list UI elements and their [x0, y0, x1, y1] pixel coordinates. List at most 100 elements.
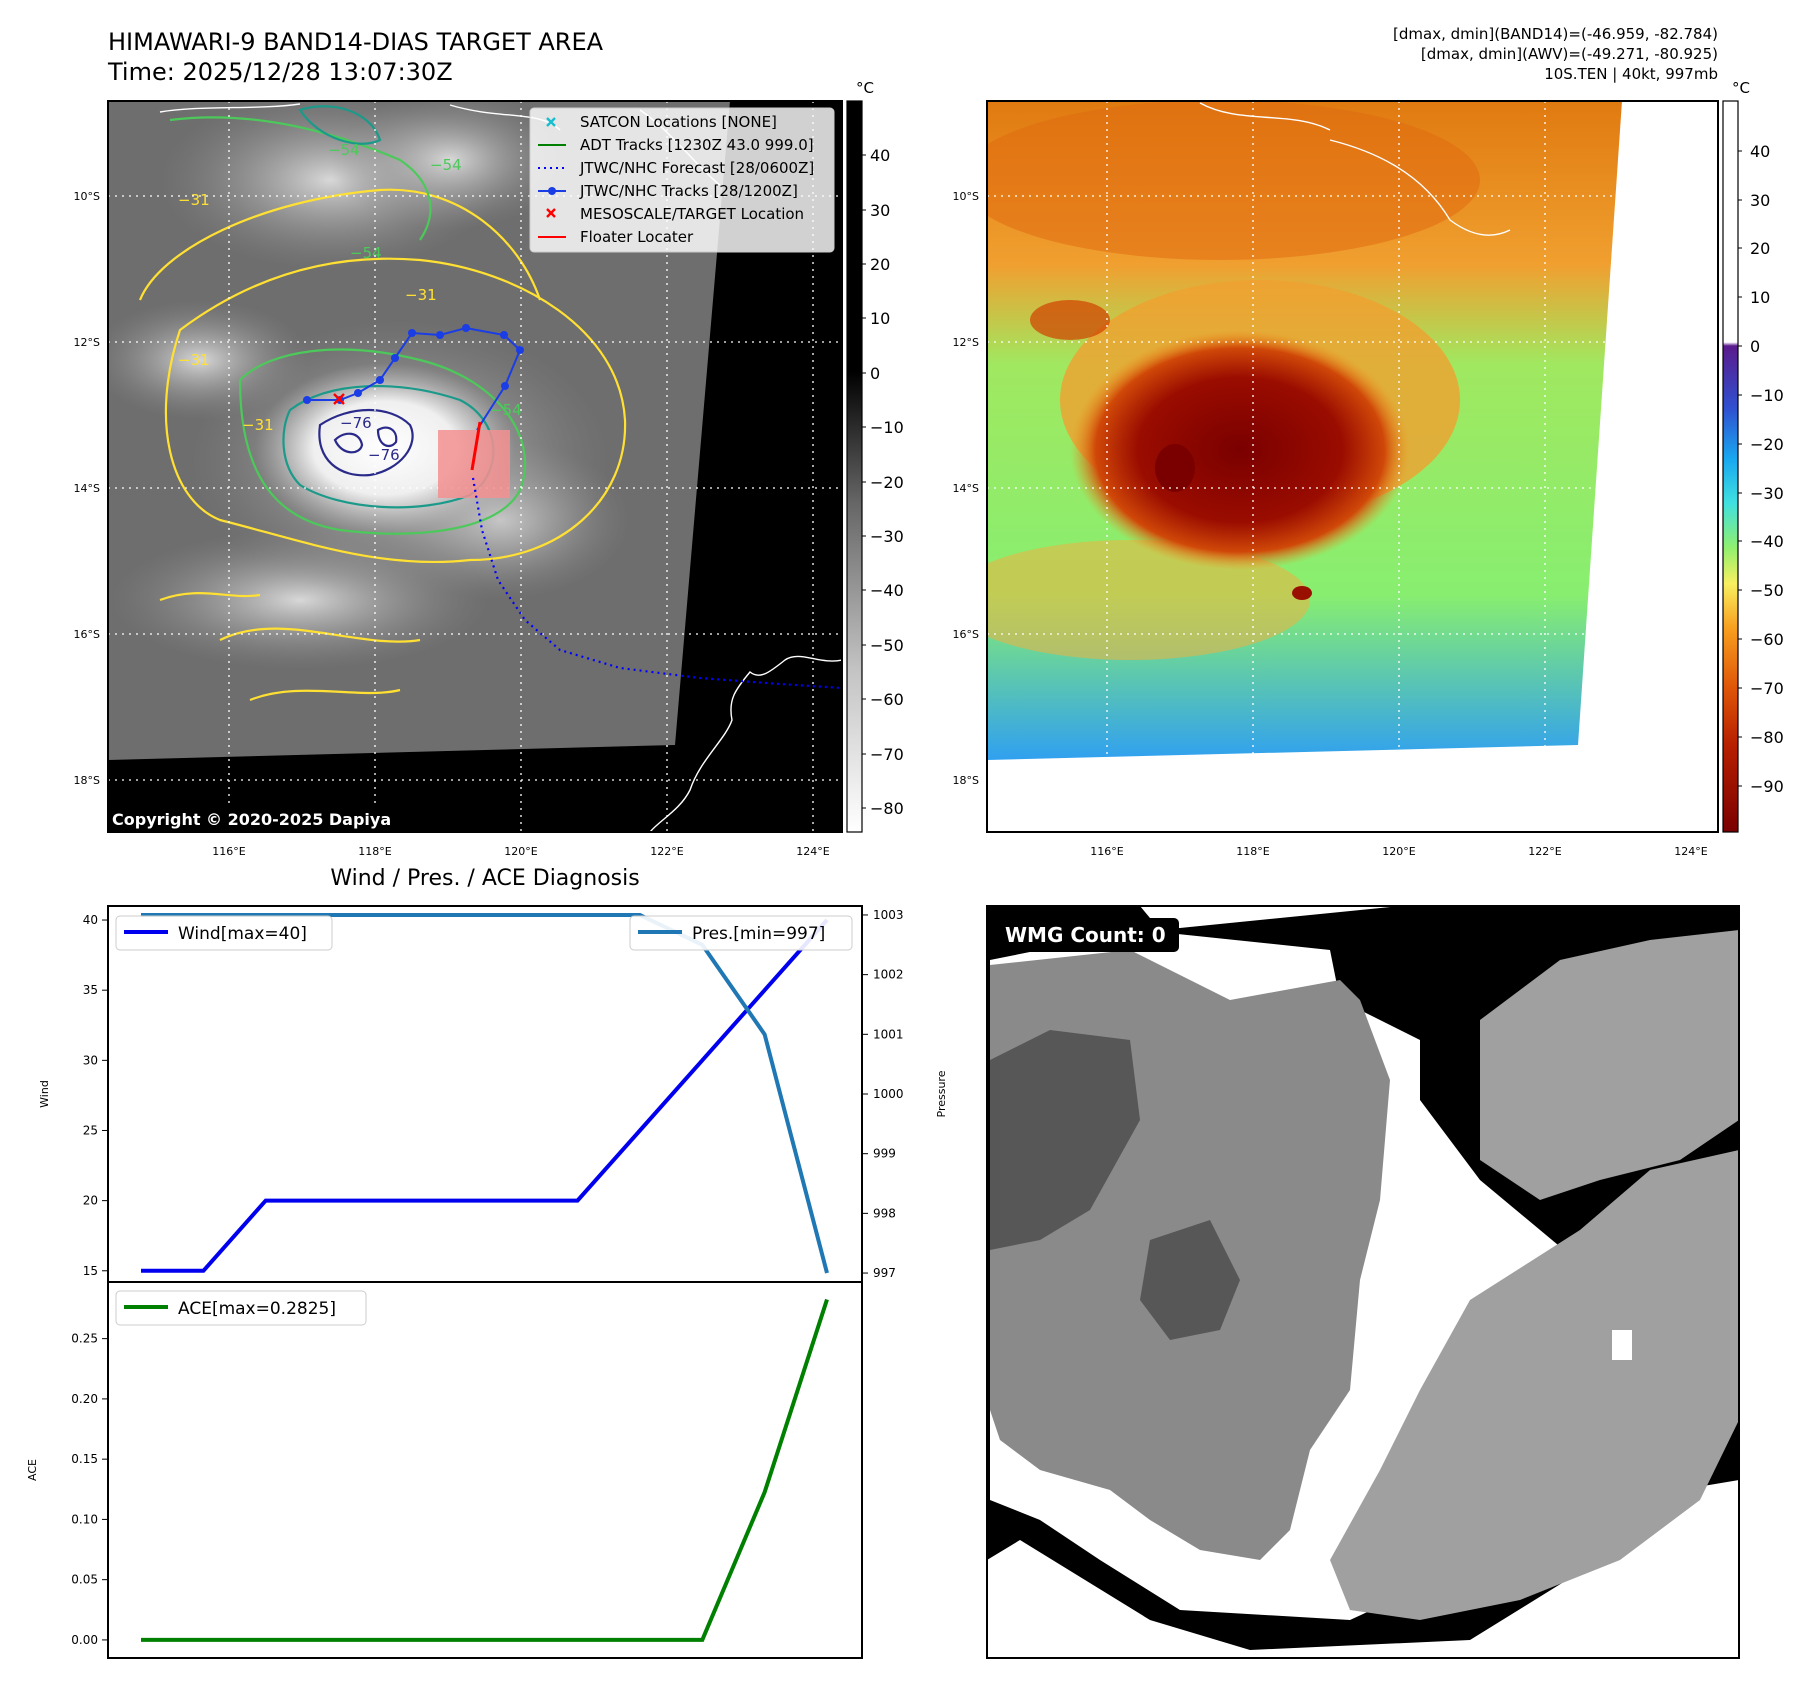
svg-text:0: 0 [1750, 337, 1760, 356]
svg-text:−31: −31 [178, 351, 210, 369]
svg-text:−40: −40 [870, 581, 904, 600]
wind-tick-label: 15 [83, 1264, 98, 1278]
svg-text:40: 40 [1750, 142, 1770, 161]
svg-text:10: 10 [1750, 288, 1770, 307]
svg-text:−30: −30 [870, 527, 904, 546]
svg-text:16°S: 16°S [953, 628, 979, 641]
awv-map-panel: 10°S 12°S 14°S 16°S 18°S 116°E 118°E 120… [953, 79, 1784, 858]
contour-yellow-north [138, 188, 542, 301]
pressure-tick-label: 1002 [873, 968, 904, 982]
ir-colorbar [846, 100, 863, 833]
pressure-tick-label: 1001 [873, 1027, 904, 1041]
svg-text:−50: −50 [870, 636, 904, 655]
awv-coastline [1199, 102, 1511, 236]
ace-tick-label: 0.20 [71, 1392, 98, 1406]
contour-green [238, 348, 527, 535]
ir-map-panel: −54 −54 −31 −31 −54 −31 −54 −76 −76 −31 [74, 79, 904, 858]
svg-text:−50: −50 [1750, 581, 1784, 600]
svg-text:−54: −54 [490, 401, 522, 419]
legend-target: MESOSCALE/TARGET Location [580, 205, 804, 223]
svg-text:40: 40 [870, 146, 890, 165]
wmg-light-gray-region [1330, 1150, 1739, 1620]
svg-text:18°S: 18°S [953, 774, 979, 787]
legend-tracks: JTWC/NHC Tracks [28/1200Z] [579, 182, 798, 200]
svg-text:−31: −31 [178, 191, 210, 209]
svg-text:−60: −60 [1750, 630, 1784, 649]
wmg-badge-background [993, 918, 1179, 952]
svg-text:−54: −54 [430, 156, 462, 174]
ir-colorbar-ticks: 40 30 20 10 0 −10 −20 −30 −40 −50 −60 −7… [862, 146, 904, 818]
pressure-tick-label: 998 [873, 1206, 896, 1220]
svg-text:10°S: 10°S [953, 190, 979, 203]
ace-axis-label: ACE [26, 1459, 39, 1481]
svg-text:14°S: 14°S [74, 482, 100, 495]
contour-lines [138, 105, 627, 702]
awv-colorbar-unit: °C [1732, 79, 1750, 97]
pressure-legend-label: Pres.[min=997] [692, 924, 825, 944]
awv-lat-labels: 10°S 12°S 14°S 16°S 18°S [953, 190, 979, 787]
svg-text:−20: −20 [1750, 435, 1784, 454]
pressure-tick-label: 1000 [873, 1087, 904, 1101]
contour-navy-inner [333, 426, 398, 454]
figure-title: HIMAWARI-9 BAND14-DIAS TARGET AREA [108, 28, 604, 56]
svg-text:−90: −90 [1750, 777, 1784, 796]
ace-frame [107, 1281, 863, 1659]
coastline-australia [649, 655, 842, 832]
wmg-count-badge: WMG Count: 0 [1005, 923, 1166, 947]
svg-text:−40: −40 [1750, 532, 1784, 551]
legend-box [529, 107, 835, 253]
wmg-white-spot [1612, 1330, 1632, 1360]
svg-text:30: 30 [870, 201, 890, 220]
awv-colorbar-ticks: 40 30 20 10 0 −10 −20 −30 −40 −50 −60 −7… [1738, 142, 1784, 796]
svg-text:18°S: 18°S [74, 774, 100, 787]
ace-tick-label: 0.00 [71, 1633, 98, 1647]
svg-text:118°E: 118°E [1236, 845, 1269, 858]
contour-navy [318, 409, 414, 477]
svg-text:118°E: 118°E [358, 845, 391, 858]
svg-text:−70: −70 [1750, 679, 1784, 698]
pressure-tick-label: 997 [873, 1266, 896, 1280]
contour-yellow-bands [159, 592, 421, 702]
pressure-tick-label: 1003 [873, 908, 904, 922]
svg-text:−80: −80 [870, 799, 904, 818]
ace-chart: 0.00 0.05 0.10 0.15 0.20 0.25 ACE ACE[max=0.2… [26, 1281, 863, 1659]
wind-axis-ticks: 15 20 25 30 35 40 [83, 913, 108, 1278]
svg-text:120°E: 120°E [1382, 845, 1415, 858]
ir-colorbar-unit: °C [856, 79, 874, 97]
wmg-frame [986, 905, 1740, 1659]
wind-pressure-frame [107, 905, 863, 1283]
ace-axis-ticks: 0.00 0.05 0.10 0.15 0.20 0.25 [71, 1332, 108, 1647]
ace-series-line [141, 1298, 829, 1642]
svg-text:16°S: 16°S [74, 628, 100, 641]
awv-cloud-field [987, 101, 1480, 660]
wind-series-line [141, 918, 829, 1273]
wind-tick-label: 35 [83, 983, 98, 997]
legend-adt: ADT Tracks [1230Z 43.0 999.0] [580, 136, 814, 154]
awv-gridlines [987, 101, 1718, 832]
wmg-dark-gray-region [990, 1030, 1140, 1250]
awv-lon-labels: 116°E 118°E 120°E 122°E 124°E [1090, 845, 1707, 858]
legend-forecast: JTWC/NHC Forecast [28/0600Z] [579, 159, 814, 177]
svg-text:−10: −10 [1750, 386, 1784, 405]
wind-legend: Wind[max=40] [115, 915, 333, 951]
svg-text:−31: −31 [242, 416, 274, 434]
ace-legend-label: ACE[max=0.2825] [178, 1299, 336, 1319]
legend-floater: Floater Locater [580, 228, 694, 246]
awv-storm-core [1070, 330, 1410, 570]
svg-text:−70: −70 [870, 745, 904, 764]
contour-teal-north [298, 105, 382, 145]
diagnosis-title: Wind / Pres. / ACE Diagnosis [330, 866, 639, 891]
svg-text:0: 0 [870, 364, 880, 383]
wind-tick-label: 20 [83, 1194, 98, 1208]
target-x-icon [546, 208, 556, 218]
svg-text:−31: −31 [405, 286, 437, 304]
ace-tick-label: 0.05 [71, 1573, 98, 1587]
svg-text:120°E: 120°E [504, 845, 537, 858]
svg-text:20: 20 [870, 255, 890, 274]
wmg-dark-gray-region-center [1140, 1220, 1240, 1340]
svg-text:10°S: 10°S [74, 190, 100, 203]
svg-text:−80: −80 [1750, 728, 1784, 747]
stats-storm: 10S.TEN | 40kt, 997mb [1544, 65, 1718, 83]
stats-band14: [dmax, dmin](BAND14)=(-46.959, -82.784) [1393, 25, 1718, 43]
